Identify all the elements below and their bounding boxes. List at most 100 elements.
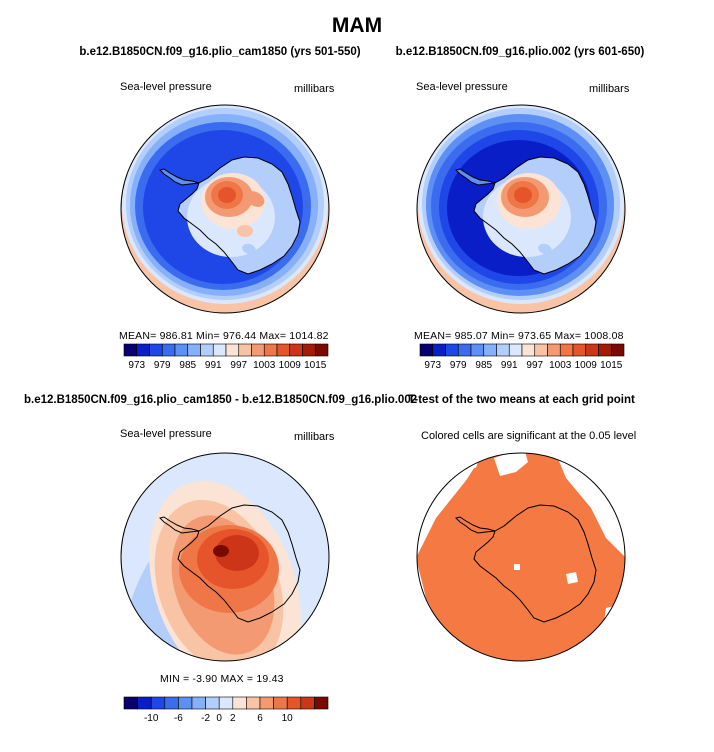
colorbar-tick-label: 1015	[304, 360, 327, 371]
colorbar-swatch	[178, 696, 193, 710]
colorbar-swatch	[496, 343, 510, 357]
colorbar-tick-label: 1003	[253, 360, 276, 371]
panel3-map	[120, 452, 330, 662]
colorbar-swatch	[212, 343, 227, 357]
colorbar-swatch	[432, 343, 446, 357]
colorbar-tick-label: 973	[424, 360, 441, 371]
colorbar-swatch	[150, 696, 166, 710]
slp-high-5	[514, 187, 532, 203]
colorbar-tick-label: -2	[201, 713, 210, 724]
slp-field	[417, 105, 625, 313]
antarctica-coastline	[473, 156, 597, 275]
slp-high-7	[237, 225, 253, 237]
colorbar-tick-label: 6	[257, 713, 263, 724]
antarctica-coastline	[473, 504, 597, 623]
panel2-map	[416, 104, 626, 314]
panel2-colorbar: 973 979 985 991 997 1003 1009 1015	[419, 343, 625, 371]
panel3-title: b.e12.B1850CN.f09_g16.plio_cam1850 - b.e…	[24, 394, 418, 406]
insignificant-cell-2	[514, 564, 520, 570]
colorbar-swatch	[445, 343, 459, 357]
panel3-units-label: millibars	[294, 431, 335, 443]
colorbar-swatch	[225, 343, 240, 357]
peninsula-coastline	[159, 516, 200, 534]
colorbar-swatch	[300, 696, 315, 710]
colorbar-tick-label: 991	[501, 360, 518, 371]
slp-high-6	[245, 191, 265, 207]
insignificant-band-east	[556, 454, 625, 558]
colorbar-swatch	[136, 343, 150, 357]
panel1-title: b.e12.B1850CN.f09_g16.plio_cam1850 (yrs …	[79, 46, 361, 58]
colorbar-swatch	[547, 343, 561, 357]
diff-band-pos-6	[215, 535, 259, 571]
colorbar-swatch	[149, 343, 163, 357]
colorbar-tick-label: 979	[450, 360, 467, 371]
colorbar-swatch	[259, 696, 274, 710]
colorbar-swatch	[200, 343, 214, 357]
colorbar-swatch	[470, 343, 485, 357]
colorbar-swatch	[251, 343, 265, 357]
colorbar-swatch	[263, 343, 278, 357]
colorbar-swatch	[164, 696, 179, 710]
colorbar-swatch	[174, 343, 189, 357]
colorbar-swatch	[276, 343, 291, 357]
insignificant-patch-north	[494, 453, 528, 476]
panel2-variable-label: Sea-level pressure	[416, 81, 508, 93]
antarctica-coastline	[177, 156, 301, 275]
figure-title: MAM	[331, 14, 383, 37]
significant-inner	[436, 462, 516, 568]
colorbar-swatch	[598, 343, 612, 357]
panel1-units-label: millibars	[294, 83, 335, 95]
panel2-title: b.e12.B1850CN.f09_g16.plio.002 (yrs 601-…	[395, 46, 645, 58]
colorbar-tick-label: 985	[475, 360, 492, 371]
colorbar-swatch	[123, 696, 138, 710]
panel1-map	[120, 104, 330, 314]
peninsula-coastline	[455, 168, 496, 186]
colorbar-tick-label: 1009	[575, 360, 598, 371]
colorbar-swatch	[191, 696, 206, 710]
colorbar-swatch	[137, 696, 152, 710]
slp-low-ross	[242, 243, 256, 255]
panel3-stats: MIN = -3.90 MAX = 19.43	[160, 673, 284, 685]
colorbar-tick-label: 985	[179, 360, 196, 371]
peninsula-coastline	[455, 516, 496, 534]
colorbar-tick-label: 2	[230, 713, 236, 724]
panel4-map	[416, 452, 626, 662]
colorbar-swatch	[572, 343, 587, 357]
colorbar-swatch	[218, 696, 234, 710]
antarctica-coastline	[177, 504, 301, 623]
panel4-subtitle: Colored cells are significant at the 0.0…	[421, 430, 637, 442]
colorbar-tick-label: 0	[216, 713, 222, 724]
colorbar-swatch	[521, 343, 536, 357]
colorbar-swatch	[508, 343, 523, 357]
diff-field	[121, 453, 329, 661]
map-border	[120, 104, 330, 314]
colorbar-swatch	[483, 343, 497, 357]
colorbar-tick-label: 1003	[549, 360, 572, 371]
panel4-title: T-test of the two means at each grid poi…	[408, 394, 635, 406]
colorbar-tick-label: 973	[128, 360, 145, 371]
colorbar-swatch	[610, 343, 625, 357]
map-border	[416, 452, 626, 662]
colorbar-tick-label: -6	[174, 713, 183, 724]
colorbar-swatch	[457, 343, 472, 357]
colorbar-tick-label: -10	[144, 713, 159, 724]
colorbar-tick-label: 991	[205, 360, 222, 371]
panel2-units-label: millibars	[589, 83, 630, 95]
colorbar-swatch	[232, 696, 247, 710]
colorbar-swatch	[419, 343, 434, 357]
colorbar-swatch	[273, 696, 288, 710]
peninsula-coastline	[159, 168, 200, 186]
colorbar-swatch	[314, 343, 329, 357]
panel1-colorbar: 973 979 985 991 997 1003 1009 1015	[123, 343, 329, 371]
panel1-variable-label: Sea-level pressure	[120, 81, 212, 93]
colorbar-swatch	[534, 343, 548, 357]
colorbar-tick-label: 997	[230, 360, 247, 371]
panel3-colorbar: -10 -6 -2 0 2 6 10	[123, 696, 329, 724]
colorbar-tick-label: 10	[282, 713, 294, 724]
panel1-stats: MEAN= 986.81 Min= 976.44 Max= 1014.82	[119, 330, 329, 342]
map-border	[416, 104, 626, 314]
colorbar-swatch	[161, 343, 176, 357]
significance-field	[417, 453, 625, 661]
colorbar-swatch	[286, 696, 302, 710]
colorbar-swatch	[246, 696, 261, 710]
